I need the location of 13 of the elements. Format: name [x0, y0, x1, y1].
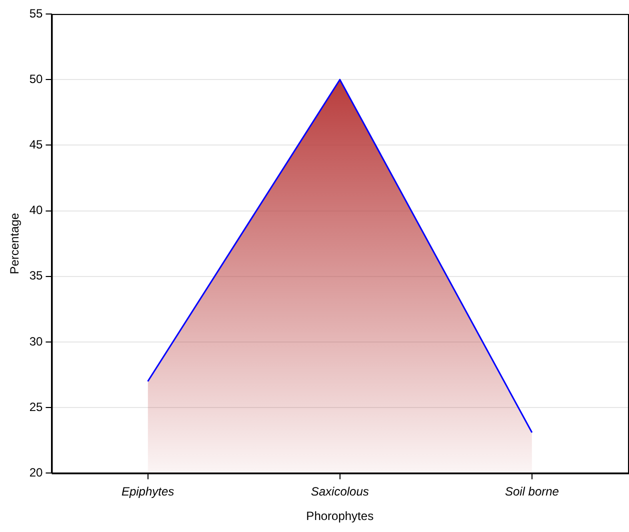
y-tick-label: 20 [29, 466, 44, 480]
x-axis-title: Phorophytes [306, 509, 374, 524]
y-tick-label: 40 [29, 203, 44, 218]
x-tick-label: Soil borne [504, 484, 560, 499]
y-tick-label: 30 [29, 334, 44, 348]
y-tick-label: 25 [29, 400, 44, 414]
y-tick-label: 55 [29, 6, 44, 20]
y-tick-label: 45 [29, 138, 44, 152]
x-tick-label: Saxicolous [310, 484, 369, 499]
y-axis-title: Percentage [8, 212, 22, 274]
y-tick-label: 35 [29, 268, 44, 283]
x-tick-label: Epiphytes [121, 484, 174, 499]
y-tick-label: 50 [29, 72, 44, 86]
